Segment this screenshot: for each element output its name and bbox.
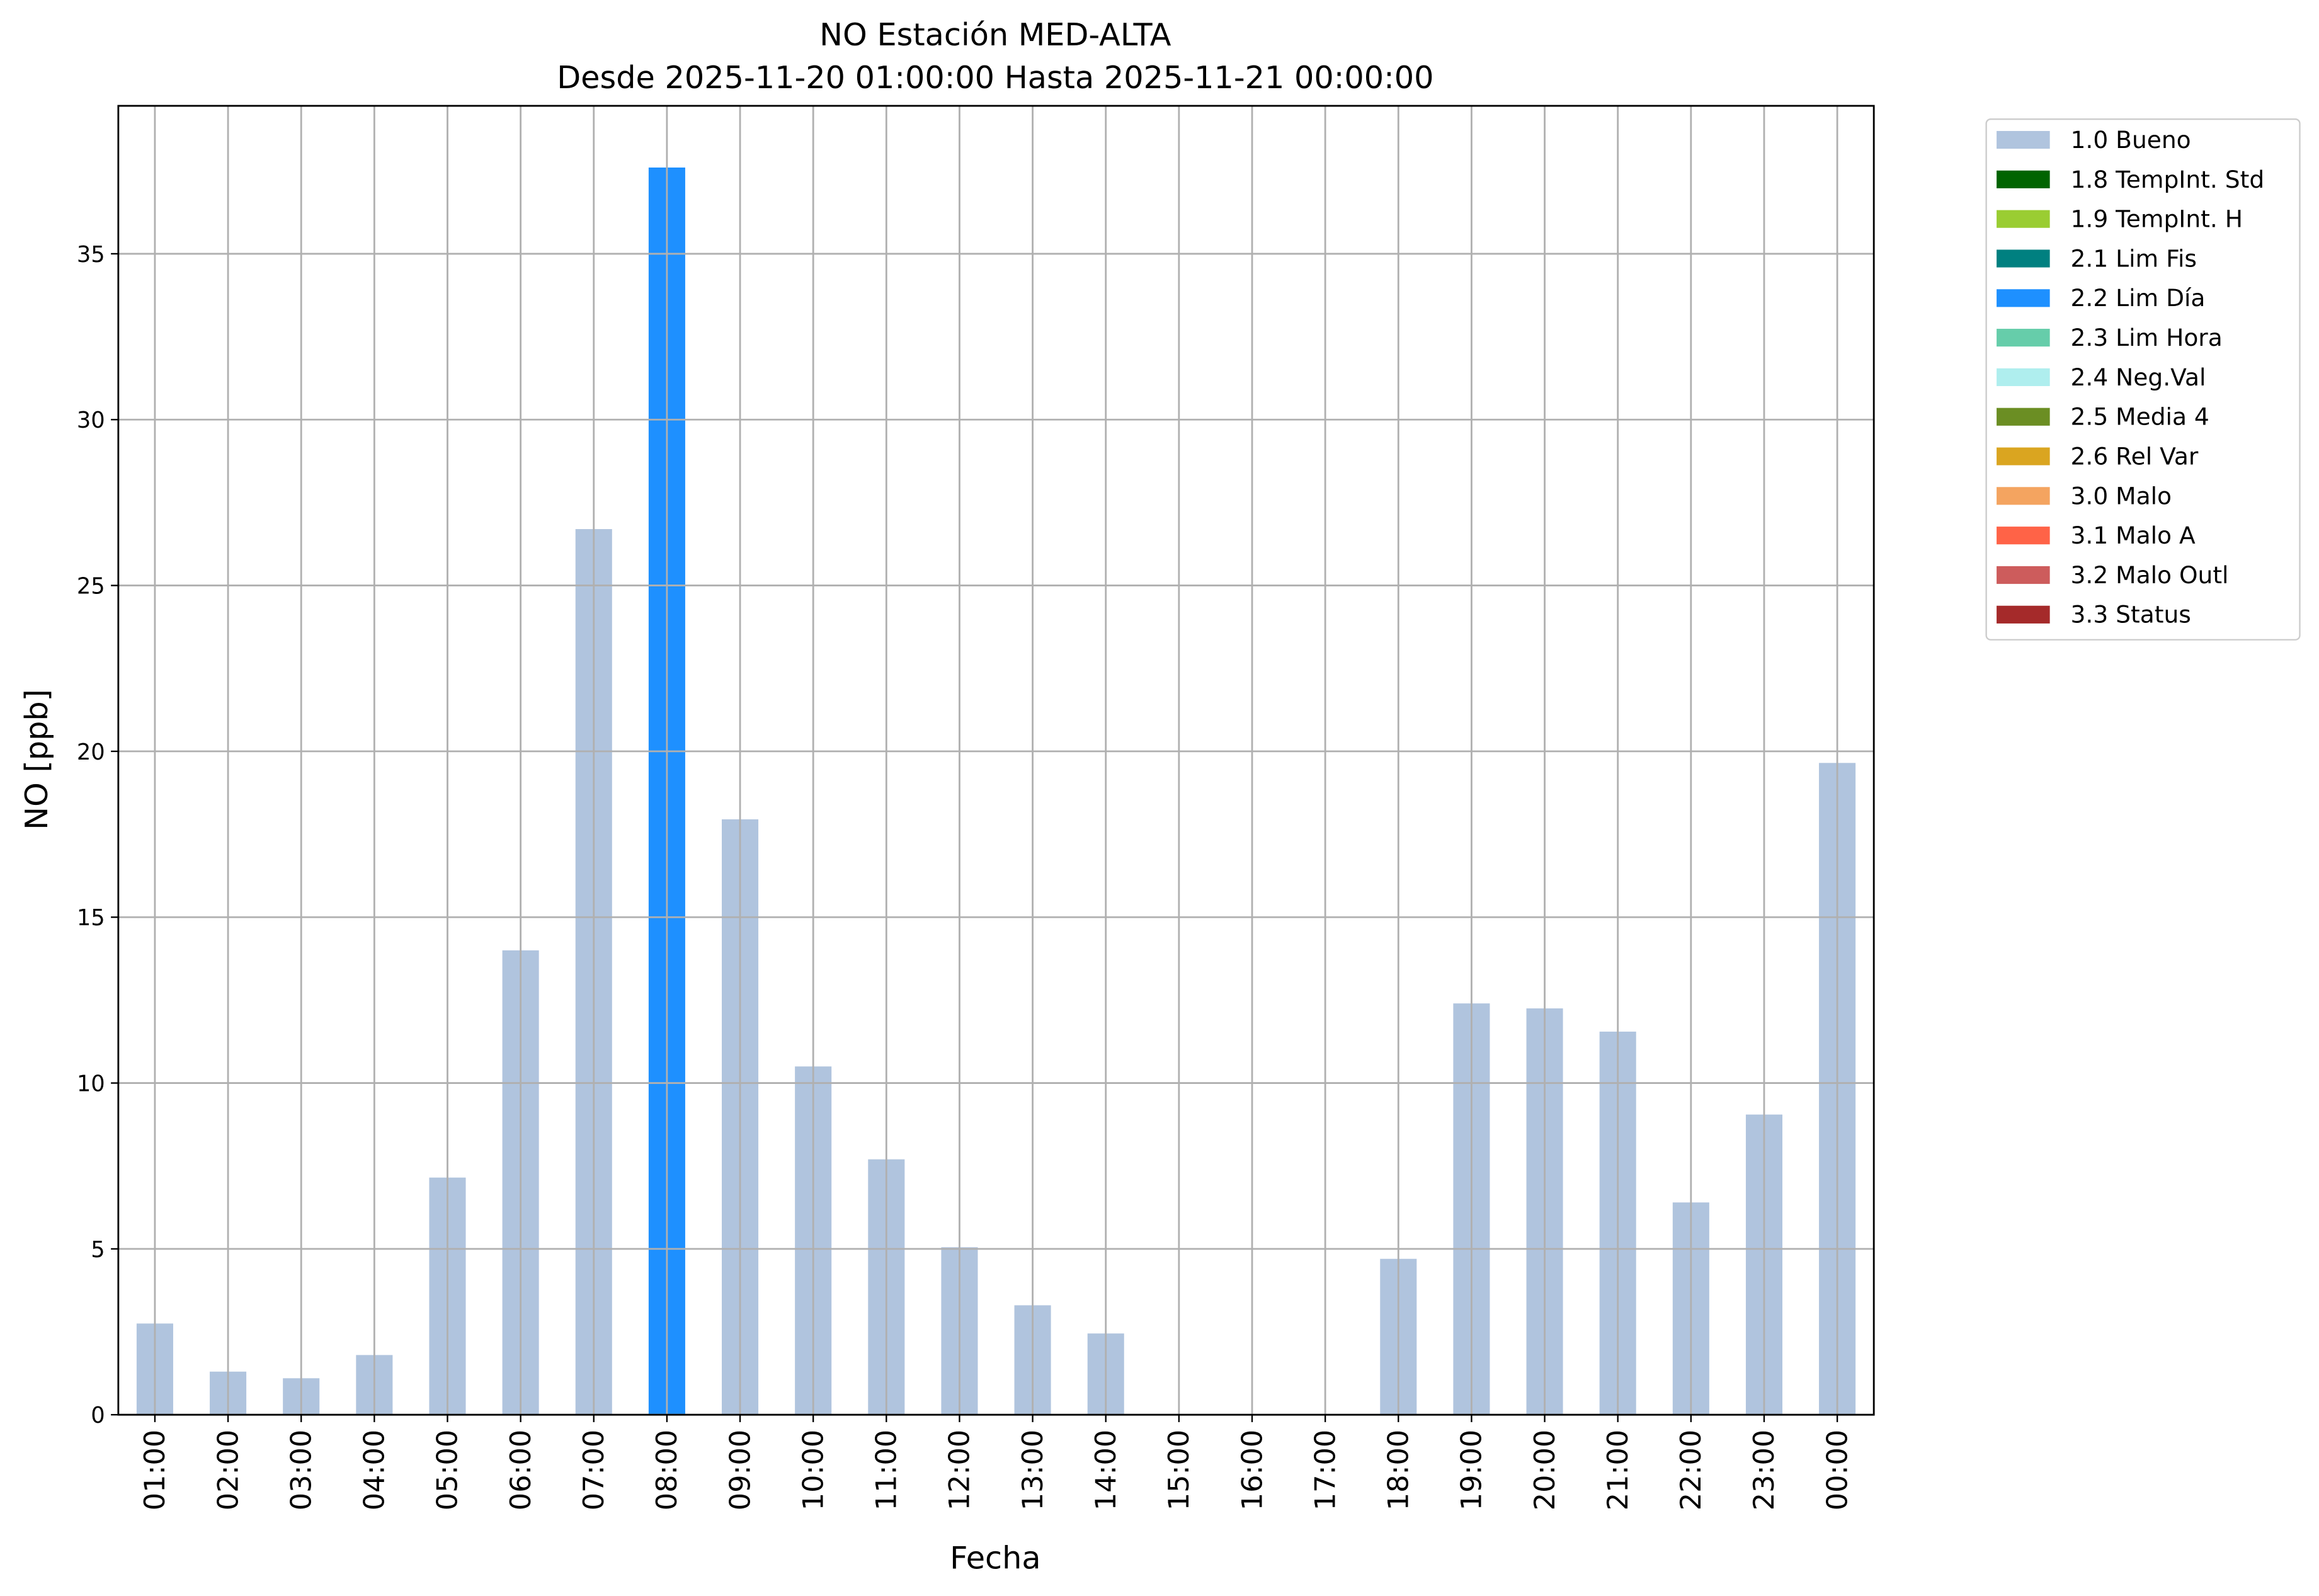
legend-label: 2.1 Lim Fis [2071,244,2197,272]
legend-swatch [1997,408,2050,426]
chart-subtitle: Desde 2025-11-20 01:00:00 Hasta 2025-11-… [557,59,1433,96]
legend-swatch [1997,447,2050,465]
y-tick-label: 10 [77,1071,105,1097]
x-axis-label: Fecha [950,1539,1041,1576]
legend-swatch [1997,566,2050,584]
legend-label: 3.3 Status [2071,601,2191,629]
x-tick-label: 12:00 [943,1430,976,1511]
legend-label: 3.2 Malo Outl [2071,561,2229,589]
legend-swatch [1997,368,2050,387]
x-tick-label: 03:00 [285,1430,317,1511]
x-tick-label: 14:00 [1090,1430,1122,1511]
x-tick-label: 15:00 [1163,1430,1195,1511]
y-tick-label: 30 [77,408,105,433]
legend-swatch [1997,170,2050,188]
x-tick-label: 05:00 [431,1430,464,1511]
legend-label: 2.3 Lim Hora [2071,324,2223,351]
x-tick-label: 10:00 [797,1430,829,1511]
legend-swatch [1997,210,2050,228]
y-tick-label: 5 [91,1237,105,1263]
x-tick-label: 00:00 [1821,1430,1854,1511]
y-tick-label: 20 [77,739,105,765]
y-tick-label: 15 [77,905,105,931]
legend-swatch [1997,487,2050,505]
y-tick-label: 25 [77,573,105,599]
x-tick-label: 18:00 [1382,1430,1415,1511]
x-tick-label: 04:00 [358,1430,391,1511]
x-tick-label: 23:00 [1748,1430,1781,1511]
legend-swatch [1997,289,2050,307]
legend-label: 2.6 Rel Var [2071,442,2199,470]
x-tick-label: 06:00 [504,1430,537,1511]
legend-swatch [1997,249,2050,268]
x-tick-label: 20:00 [1529,1430,1561,1511]
y-axis-label: NO [ppb] [18,689,55,830]
legend-swatch [1997,329,2050,347]
plot-frame [117,105,1875,1416]
legend-label: 2.2 Lim Día [2071,284,2206,312]
legend-label: 1.8 TempInt. Std [2071,166,2265,193]
x-tick-label: 16:00 [1236,1430,1268,1511]
legend-label: 3.0 Malo [2071,482,2172,510]
x-tick-label: 13:00 [1017,1430,1049,1511]
x-tick-label: 08:00 [651,1430,683,1511]
legend-label: 2.4 Neg.Val [2071,363,2206,391]
legend-label: 1.9 TempInt. H [2071,205,2243,233]
legend-label: 2.5 Media 4 [2071,403,2209,431]
chart-title: NO Estación MED-ALTA [819,16,1171,53]
x-tick-label: 09:00 [724,1430,756,1511]
axes: 0 5 10 15 20 25 30 35 01:00 02:00 03:00 04:00 05:00 0… [77,105,1875,1511]
x-tick-label: 19:00 [1456,1430,1488,1511]
legend-box [1985,118,2301,641]
legend-swatch [1997,130,2050,149]
x-tick-label: 01:00 [139,1430,171,1511]
legend-swatch [1997,605,2050,624]
legend-label: 1.0 Bueno [2071,126,2191,154]
x-tick-label: 22:00 [1675,1430,1707,1511]
grid [118,106,1874,1416]
legend-swatch [1997,527,2050,545]
y-tick-label: 35 [77,242,105,268]
y-tick-label: 0 [91,1403,105,1428]
x-tick-label: 02:00 [212,1430,244,1511]
x-tick-label: 07:00 [578,1430,610,1511]
legend-label: 3.1 Malo A [2071,522,2196,549]
x-tick-label: 11:00 [870,1430,903,1511]
x-tick-label: 21:00 [1602,1430,1634,1511]
legend: 1.0 Bueno 1.8 TempInt. Std 1.9 TempInt. H 2… [1985,118,2301,641]
x-tick-label: 17:00 [1309,1430,1342,1511]
